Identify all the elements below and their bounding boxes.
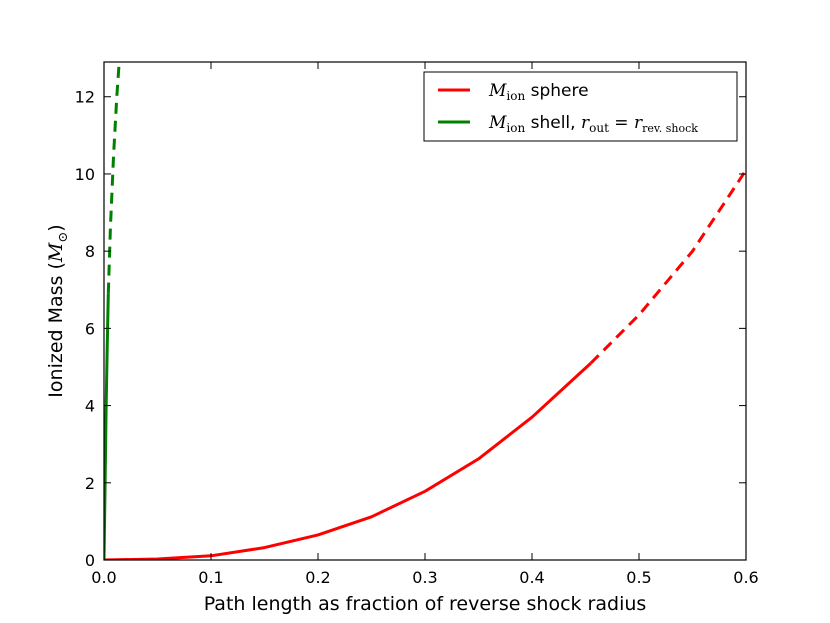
y-tick-label: 0 (85, 551, 95, 570)
legend-shell-eq-sign: = (609, 113, 634, 133)
legend-entry-sphere: Mion sphere (488, 81, 589, 103)
series-line-sphere-solid (104, 361, 592, 560)
legend-shell-text: shell, (525, 113, 581, 133)
series-line-sphere-dashed (589, 169, 746, 365)
y-tick-label: 10 (75, 165, 95, 184)
legend-shell-symbol: M (488, 113, 507, 133)
legend-sphere-symbol: M (488, 81, 507, 101)
legend-shell-eq-rhs: r (634, 113, 643, 133)
legend-shell-eq-lhs: r (581, 113, 590, 133)
y-tick-label: 4 (85, 397, 95, 416)
x-tick-label: 0.0 (91, 568, 116, 587)
y-axis-label-close: ) (45, 224, 67, 231)
legend-shell-subscript: ion (506, 121, 525, 135)
series-line-shell-dashed (106, 62, 121, 294)
series-line-shell-solid (104, 293, 110, 560)
legend-shell-eq-rhs-sub: rev. shock (642, 122, 698, 135)
y-tick-label: 8 (85, 242, 95, 261)
y-tick-label: 6 (85, 319, 95, 338)
x-tick-label: 0.1 (198, 568, 223, 587)
y-axis-label: Ionized Mass (M⊙) (45, 224, 71, 397)
x-tick-label: 0.4 (519, 568, 544, 587)
x-tick-label: 0.6 (733, 568, 758, 587)
legend-box (423, 71, 738, 142)
ticks-layer: 0.0 0.1 0.2 0.3 0.4 0.5 0.6 0 2 4 6 8 10 12 (75, 62, 759, 587)
y-tick-label: 12 (75, 88, 95, 107)
x-tick-label: 0.2 (305, 568, 330, 587)
legend-entry-shell: Mion shell, rout = rrev. shock (488, 113, 698, 135)
x-axis-label: Path length as fraction of reverse shock… (204, 593, 647, 615)
y-axis-label-text: Ionized Mass ( (45, 262, 67, 398)
legend-sphere-subscript: ion (506, 89, 525, 103)
series-layer (104, 62, 746, 560)
legend-sphere-text: sphere (525, 81, 588, 101)
x-tick-label: 0.3 (412, 568, 437, 587)
plot-frame (103, 61, 747, 561)
x-tick-label: 0.5 (626, 568, 651, 587)
legend-shell-eq-lhs-sub: out (589, 121, 609, 135)
legend: Mion sphere Mion shell, rout = rrev. sho… (423, 71, 738, 142)
y-axis-label-subscript: ⊙ (56, 232, 71, 243)
y-tick-label: 2 (85, 474, 95, 493)
y-axis-label-symbol: M (45, 242, 67, 263)
